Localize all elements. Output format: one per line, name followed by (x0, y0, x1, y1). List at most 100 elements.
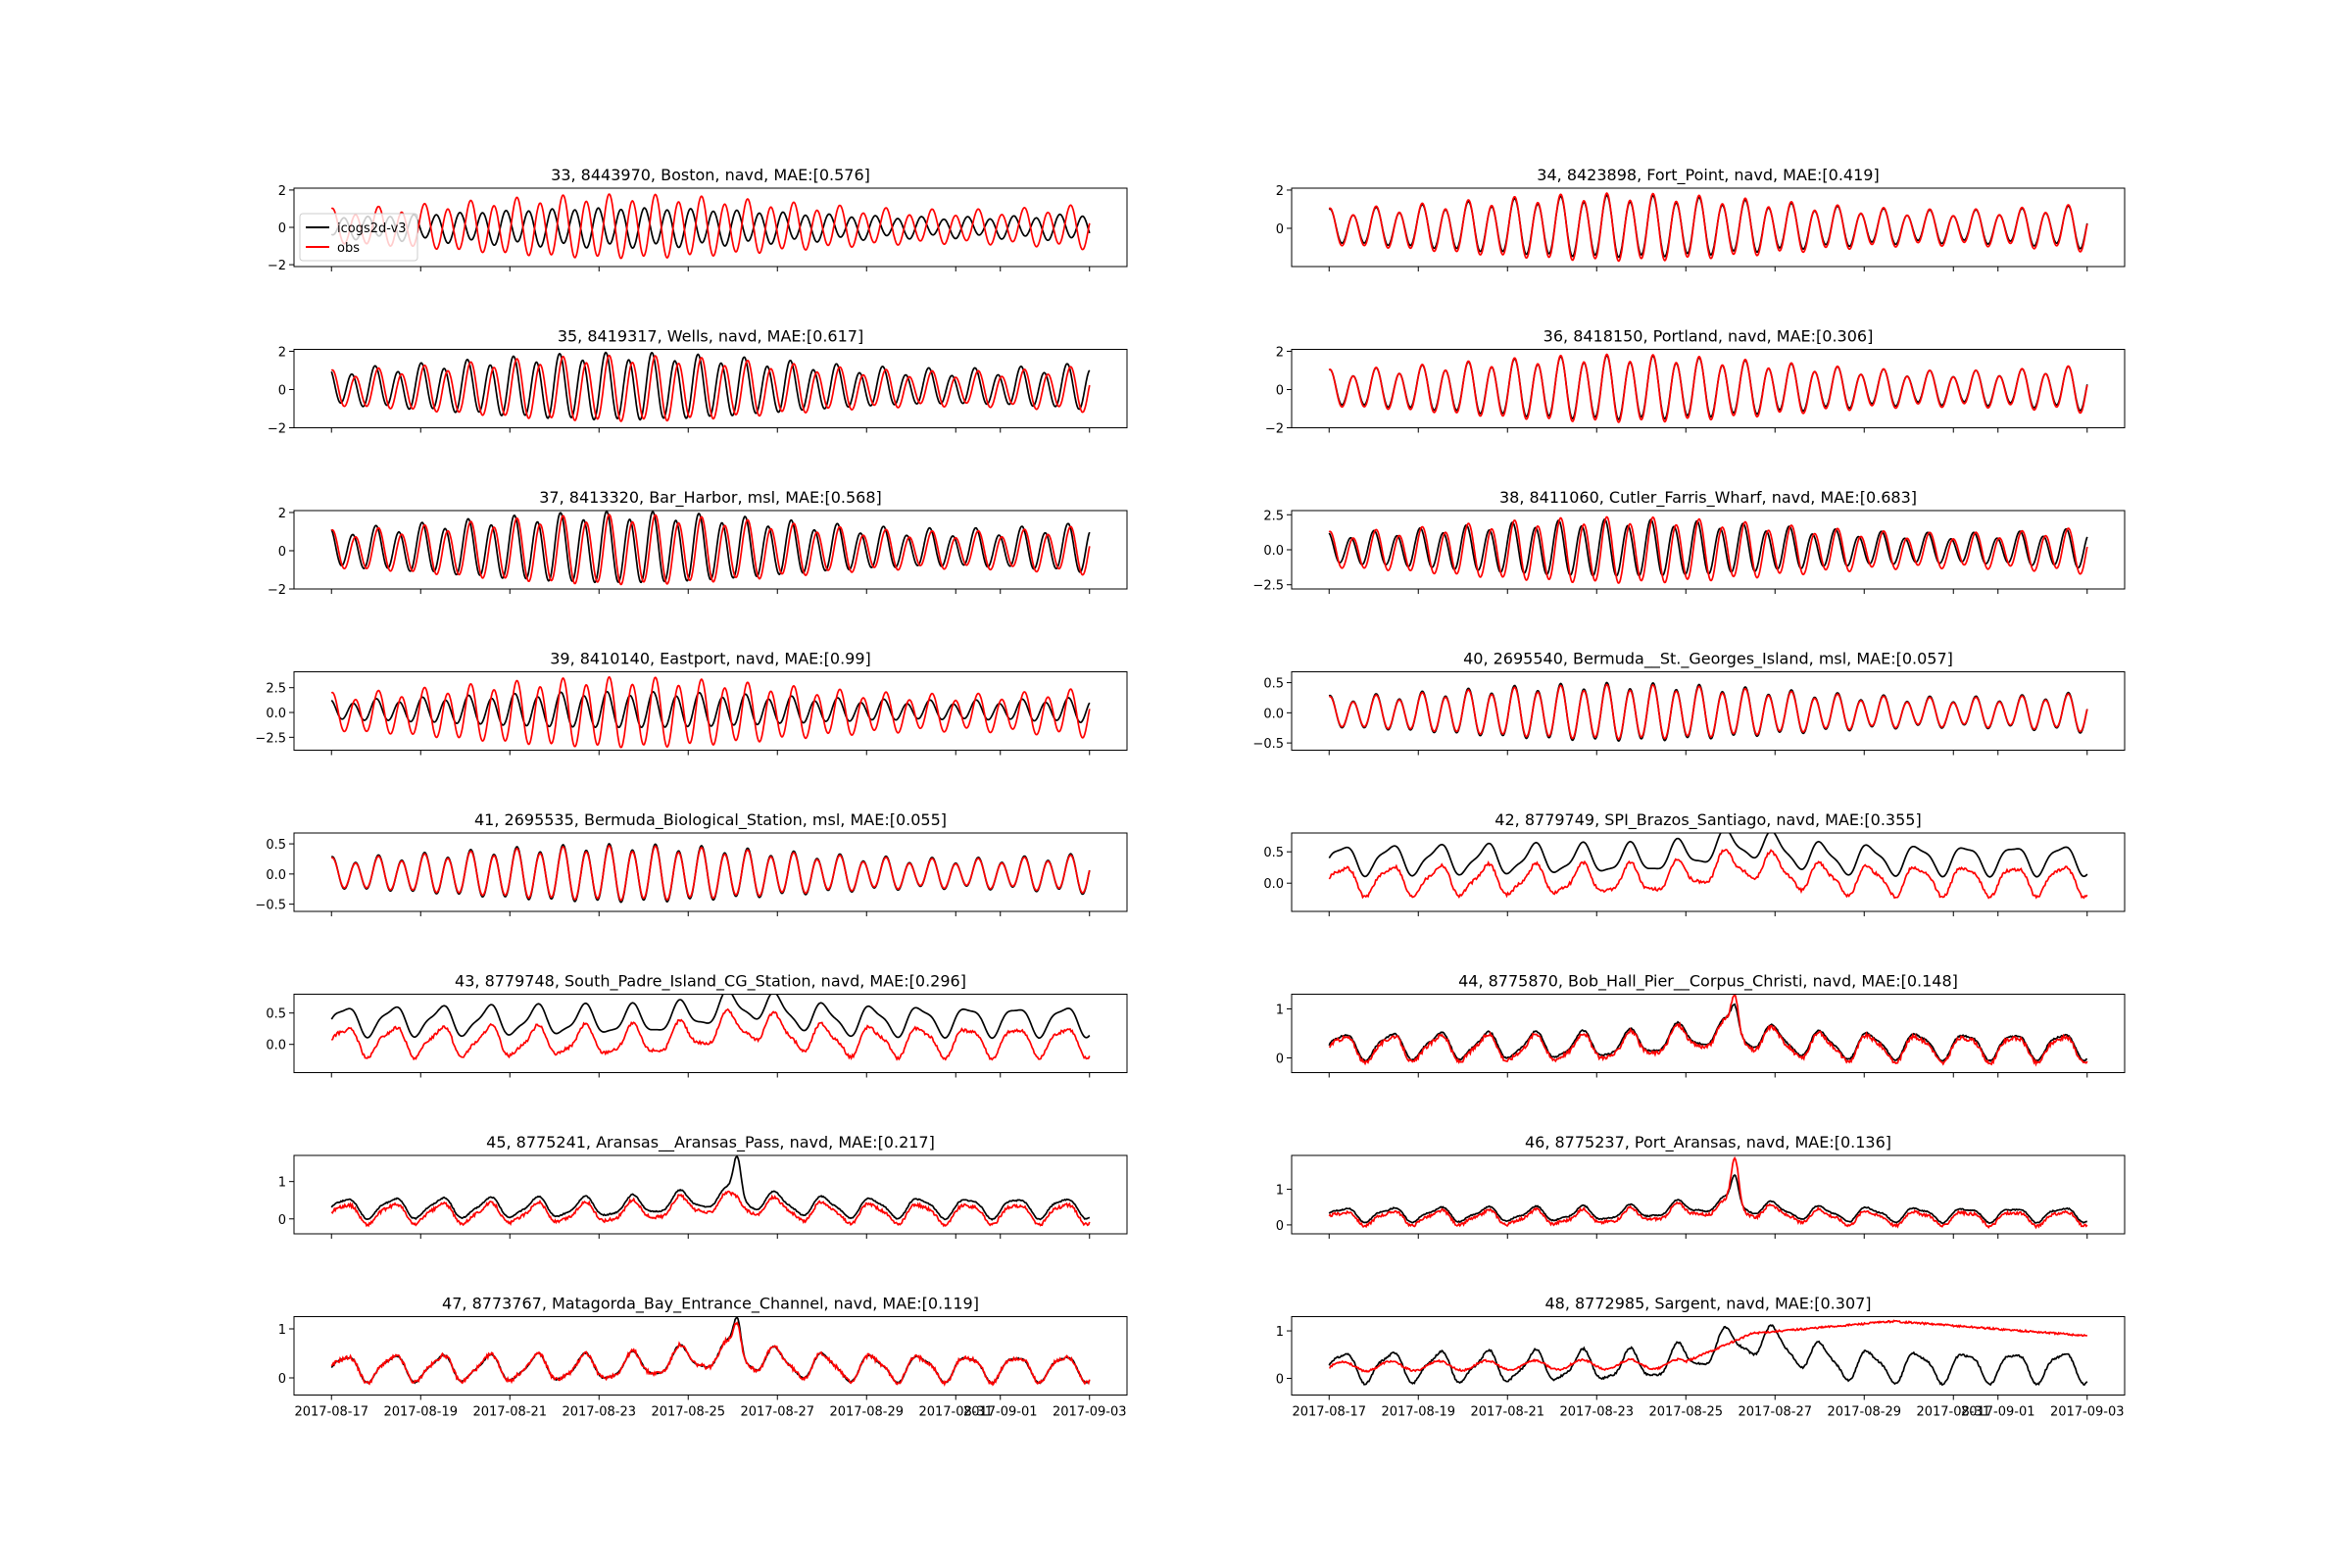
obs-line (1328, 515, 2088, 584)
subplot-title: 39, 8410140, Eastport, navd, MAE:[0.99] (550, 650, 871, 668)
subplot-10: 42, 8779749, SPI_Brazos_Santiago, navd, … (1263, 810, 2126, 916)
y-tick-label: −2 (268, 259, 286, 273)
subplot-2: 34, 8423898, Fort_Point, navd, MAE:[0.41… (1276, 166, 2126, 271)
obs-line (1329, 1319, 2088, 1373)
x-tick-label: 2017-08-19 (1381, 1405, 1455, 1420)
obs-line (330, 354, 1091, 422)
axes-frame (1291, 832, 2126, 912)
y-tick-label: 0.0 (266, 1039, 286, 1054)
model-line (330, 1316, 1091, 1386)
subplot-title: 48, 8772985, Sargent, navd, MAE:[0.307] (1544, 1295, 1871, 1313)
y-tick-label: 0 (278, 1372, 286, 1387)
y-tick-label: 2 (1276, 184, 1284, 199)
subplot-14: 46, 8775237, Port_Aransas, navd, MAE:[0.… (1276, 1133, 2126, 1239)
y-tick-label: 0 (1276, 1053, 1284, 1067)
obs-line (1328, 994, 2088, 1067)
axes-frame (293, 994, 1128, 1073)
obs-line (330, 514, 1091, 586)
obs-line (1328, 353, 2088, 423)
axes-frame (293, 349, 1128, 428)
x-tick-label: 2017-08-27 (1738, 1405, 1812, 1420)
y-tick-label: 2 (278, 507, 286, 521)
y-tick-label: −2.5 (1252, 579, 1284, 594)
y-tick-label: 0.0 (1263, 707, 1284, 721)
obs-line (330, 845, 1091, 902)
y-tick-label: 2.5 (1263, 509, 1284, 523)
y-tick-label: −2.5 (255, 731, 286, 746)
model-line (1328, 1174, 2087, 1224)
model-line (330, 1155, 1091, 1221)
x-tick-label: 2017-09-03 (2050, 1405, 2125, 1420)
obs-line (330, 1321, 1091, 1388)
x-tick-label: 2017-08-23 (562, 1405, 636, 1420)
x-tick-label: 2017-08-29 (1827, 1405, 1901, 1420)
subplot-title: 41, 2695535, Bermuda_Biological_Station,… (474, 810, 947, 830)
model-line (330, 351, 1091, 421)
y-tick-label: 0 (1276, 383, 1284, 398)
axes-frame (293, 832, 1128, 912)
y-tick-label: 2 (1276, 345, 1284, 360)
x-tick-label: 2017-08-21 (472, 1405, 547, 1420)
x-tick-label: 2017-08-23 (1559, 1405, 1634, 1420)
y-tick-label: −2 (268, 422, 286, 437)
subplot-title: 33, 8443970, Boston, navd, MAE:[0.576] (551, 166, 870, 184)
x-tick-label: 2017-08-27 (740, 1405, 814, 1420)
x-tick-label: 2017-09-01 (1961, 1405, 2035, 1420)
subplot-13: 45, 8775241, Aransas__Aransas_Pass, navd… (278, 1133, 1128, 1239)
x-tick-label: 2017-08-21 (1470, 1405, 1544, 1420)
obs-line (1328, 192, 2088, 263)
axes-frame (293, 510, 1128, 590)
axes-frame (293, 1154, 1128, 1235)
obs-line (330, 1190, 1091, 1228)
x-tick-label: 2017-08-29 (829, 1405, 904, 1420)
x-tick-label: 2017-08-19 (383, 1405, 458, 1420)
y-tick-label: 1 (1276, 1325, 1284, 1340)
obs-line (1328, 683, 2088, 741)
y-tick-label: 0.5 (266, 1007, 286, 1022)
y-tick-label: −2 (268, 583, 286, 598)
subplot-title: 43, 8779748, South_Padre_Island_CG_Stati… (455, 972, 966, 992)
legend-label: icogs2d-v3 (337, 221, 407, 236)
model-line (1328, 1003, 2087, 1062)
model-line (330, 690, 1091, 729)
x-tick-label: 2017-08-17 (1292, 1405, 1366, 1420)
y-tick-label: 2.5 (266, 682, 286, 697)
y-tick-label: −0.5 (1252, 737, 1284, 752)
axes-frame (1291, 187, 2126, 268)
axes-frame (1291, 994, 2126, 1073)
y-tick-label: 0 (1276, 222, 1284, 237)
model-line (330, 207, 1091, 249)
obs-line (330, 675, 1091, 749)
subplot-8: 40, 2695540, Bermuda__St._Georges_Island… (1252, 650, 2126, 756)
y-tick-label: 0 (278, 383, 286, 398)
axes-frame (1291, 1154, 2126, 1235)
x-tick-label: 2017-08-31 (918, 1405, 993, 1420)
axes-frame (1291, 1316, 2126, 1396)
y-tick-label: 0 (278, 221, 286, 236)
subplot-6: 38, 8411060, Cutler_Farris_Wharf, navd, … (1252, 488, 2126, 594)
subplot-title: 36, 8418150, Portland, navd, MAE:[0.306] (1544, 327, 1874, 346)
subplot-title: 44, 8775870, Bob_Hall_Pier__Corpus_Chris… (1458, 972, 1958, 992)
subplot-title: 47, 8773767, Matagorda_Bay_Entrance_Chan… (442, 1295, 979, 1314)
obs-line (1328, 1156, 2088, 1230)
axes-frame (293, 671, 1128, 751)
x-tick-label: 2017-09-03 (1053, 1405, 1127, 1420)
subplot-5: 37, 8413320, Bar_Harbor, msl, MAE:[0.568… (268, 488, 1128, 598)
subplot-11: 43, 8779748, South_Padre_Island_CG_Stati… (266, 972, 1128, 1078)
y-tick-label: 0.0 (1263, 877, 1284, 892)
y-tick-label: 2 (278, 184, 286, 199)
subplot-title: 35, 8419317, Wells, navd, MAE:[0.617] (558, 327, 863, 346)
subplot-3: 35, 8419317, Wells, navd, MAE:[0.617] 2 0 −… (268, 327, 1128, 437)
y-tick-label: 2 (278, 345, 286, 360)
y-tick-label: 0.0 (266, 868, 286, 883)
subplot-title: 42, 8779749, SPI_Brazos_Santiago, navd, … (1494, 810, 1921, 830)
y-tick-label: 0.0 (266, 707, 286, 721)
subplot-title: 46, 8775237, Port_Aransas, navd, MAE:[0.… (1525, 1133, 1891, 1152)
y-tick-label: 0.0 (1263, 544, 1284, 559)
y-tick-label: 1 (1276, 1184, 1284, 1199)
model-line (1328, 517, 2088, 577)
y-tick-label: 0 (1276, 1219, 1284, 1234)
y-tick-label: 0 (1276, 1373, 1284, 1388)
axes-frame (293, 1316, 1128, 1396)
